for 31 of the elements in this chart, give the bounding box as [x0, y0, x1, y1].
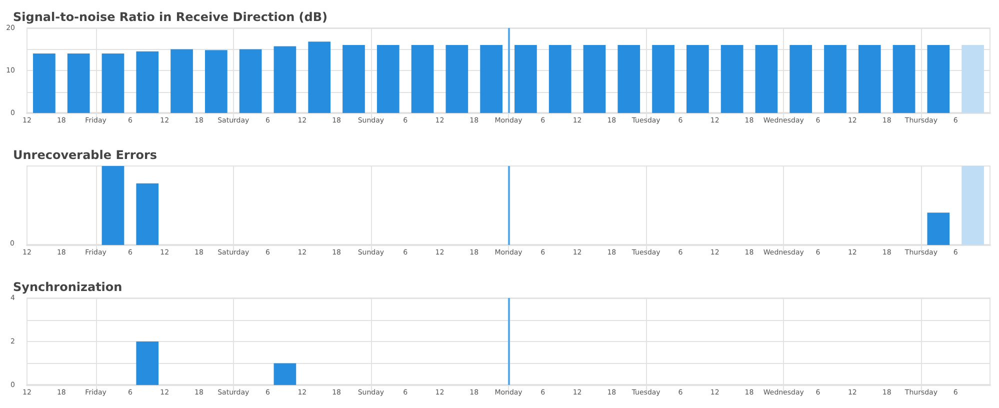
bar [790, 45, 812, 113]
bar [927, 45, 950, 113]
bar [308, 42, 331, 113]
bar [446, 45, 468, 113]
bar [170, 49, 193, 113]
bar [548, 45, 572, 113]
bar [583, 45, 606, 113]
bar [686, 45, 709, 113]
bar [892, 45, 916, 113]
bar [204, 50, 228, 113]
bar [239, 49, 262, 113]
bar [342, 45, 365, 113]
bar [67, 54, 90, 113]
bar [411, 45, 434, 113]
bar [514, 45, 537, 113]
bar [136, 51, 159, 113]
bar [755, 45, 778, 113]
bar [962, 45, 984, 113]
bar [858, 45, 881, 113]
bar [274, 46, 296, 113]
chart-title: Synchronization [13, 280, 122, 294]
bar [824, 45, 846, 113]
bar [652, 45, 674, 113]
bar [618, 45, 640, 113]
bar [480, 45, 502, 113]
bar [376, 45, 400, 113]
chart-title: Signal-to-noise Ratio in Receive Direction (dB) [13, 10, 328, 24]
bar [102, 54, 124, 113]
bar [33, 54, 56, 113]
chart-title: Unrecoverable Errors [13, 148, 158, 162]
bar [720, 45, 744, 113]
